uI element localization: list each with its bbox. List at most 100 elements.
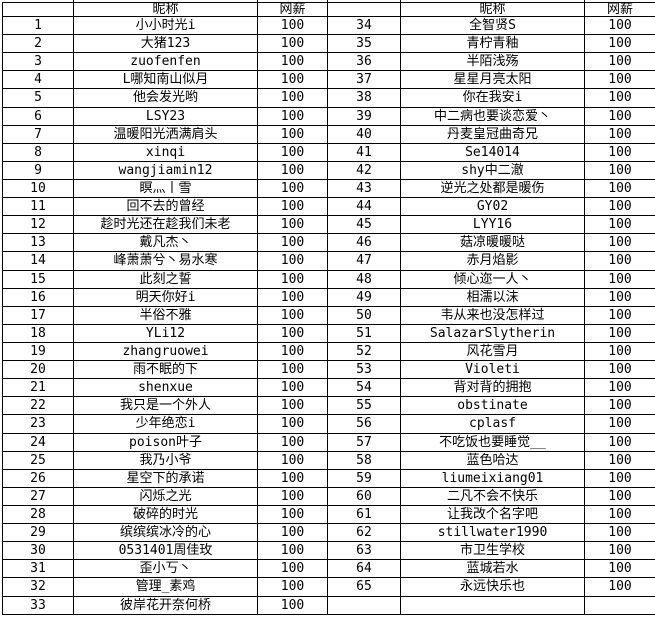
salary-cell-left[interactable]: 100	[257, 124, 328, 144]
nickname-cell-left[interactable]: 管理_素鸡	[73, 577, 258, 597]
nickname-cell-left[interactable]: YLi12	[73, 323, 258, 343]
nickname-cell-right[interactable]: 蓝色哈达	[400, 450, 585, 470]
row-number-cell-right[interactable]: 42	[327, 160, 401, 180]
salary-cell-right[interactable]: 100	[584, 541, 655, 561]
salary-cell-left[interactable]: 100	[257, 251, 328, 271]
row-number-cell-left[interactable]: 30	[2, 541, 74, 561]
nickname-cell-left[interactable]: poison叶子	[73, 432, 258, 452]
salary-cell-right[interactable]: 100	[584, 378, 655, 398]
salary-cell-right[interactable]: 100	[584, 577, 655, 597]
row-number-cell-right[interactable]: 41	[327, 142, 401, 162]
nickname-cell-left[interactable]: 大猪123	[73, 34, 258, 54]
row-number-cell-left[interactable]: 24	[2, 432, 74, 452]
nickname-cell-left[interactable]: 回不去的曾经	[73, 197, 258, 217]
row-number-cell-left[interactable]: 28	[2, 504, 74, 525]
nickname-cell-right[interactable]: 丹麦皇冠曲奇兄	[400, 124, 585, 144]
nickname-cell-right[interactable]: 星星月亮太阳	[400, 70, 585, 90]
row-number-cell-left[interactable]: 12	[2, 215, 74, 235]
row-number-cell-left[interactable]: 2	[2, 34, 74, 54]
nickname-cell-right[interactable]: LYY16	[400, 215, 585, 235]
nickname-cell-right[interactable]: 二凡不会不快乐	[400, 486, 585, 506]
nickname-cell-left[interactable]: LSY23	[73, 106, 258, 126]
row-number-cell-right[interactable]: 38	[327, 88, 401, 108]
nickname-cell-right[interactable]: stillwater1990	[400, 523, 585, 543]
salary-cell-right[interactable]: 100	[584, 251, 655, 271]
salary-cell-right[interactable]: 100	[584, 468, 655, 488]
salary-cell-left[interactable]: 100	[257, 269, 328, 289]
salary-cell-left[interactable]: 100	[257, 142, 328, 162]
row-number-cell-left[interactable]: 27	[2, 486, 74, 506]
nickname-cell-left[interactable]: shenxue	[73, 378, 258, 398]
nickname-cell-left[interactable]: 0531401周佳玫	[73, 541, 258, 561]
nickname-cell-right[interactable]	[400, 595, 585, 615]
row-number-cell-left[interactable]: 31	[2, 559, 74, 579]
salary-cell-left[interactable]: 100	[257, 233, 328, 253]
nickname-cell-right[interactable]: 你在我安i	[400, 88, 585, 108]
nickname-cell-left[interactable]: 温暖阳光洒满肩头	[73, 124, 258, 144]
salary-cell-left[interactable]: 100	[257, 341, 328, 362]
row-number-cell-right[interactable]: 56	[327, 414, 401, 434]
nickname-cell-left[interactable]: 星空下的承诺	[73, 468, 258, 488]
row-number-cell-right[interactable]: 57	[327, 432, 401, 452]
row-number-cell-right[interactable]: 49	[327, 287, 401, 307]
nickname-cell-right[interactable]: 逆光之处都是暖伤	[400, 178, 585, 199]
salary-cell-right[interactable]: 100	[584, 486, 655, 506]
salary-cell-left[interactable]: 100	[257, 305, 328, 325]
nickname-cell-right[interactable]: 半陌浅殇	[400, 52, 585, 72]
row-number-cell-right[interactable]: 65	[327, 577, 401, 597]
salary-cell-left[interactable]: 100	[257, 486, 328, 506]
salary-cell-right[interactable]: 100	[584, 215, 655, 235]
row-number-cell-right[interactable]: 44	[327, 197, 401, 217]
nickname-cell-left[interactable]: 趁时光还在趁我们未老	[73, 215, 258, 235]
row-number-cell-left[interactable]: 3	[2, 52, 74, 72]
salary-cell-right[interactable]: 100	[584, 88, 655, 108]
nickname-cell-right[interactable]: 赤月焰影	[400, 251, 585, 271]
salary-cell-left[interactable]: 100	[257, 450, 328, 470]
salary-cell-left[interactable]: 100	[257, 15, 328, 36]
nickname-cell-left[interactable]: 他会发光哟	[73, 88, 258, 108]
nickname-cell-right[interactable]: 永远快乐也	[400, 577, 585, 597]
row-number-cell-right[interactable]: 46	[327, 233, 401, 253]
nickname-cell-right[interactable]: liumeixiang01	[400, 468, 585, 488]
row-number-cell-left[interactable]: 13	[2, 233, 74, 253]
salary-cell-right[interactable]: 100	[584, 233, 655, 253]
nickname-header-left[interactable]: 昵称	[73, 2, 258, 17]
row-number-cell-left[interactable]: 1	[2, 15, 74, 36]
nickname-cell-right[interactable]: SalazarSlytherin	[400, 323, 585, 343]
salary-cell-left[interactable]: 100	[257, 70, 328, 90]
salary-cell-right[interactable]: 100	[584, 432, 655, 452]
nickname-cell-left[interactable]: xinqi	[73, 142, 258, 162]
nickname-cell-right[interactable]: 背对背的拥抱	[400, 378, 585, 398]
salary-cell-right[interactable]: 100	[584, 360, 655, 380]
nickname-cell-left[interactable]: 雨不眠的下	[73, 360, 258, 380]
nickname-cell-right[interactable]: Se14014	[400, 142, 585, 162]
row-number-cell-right[interactable]: 43	[327, 178, 401, 199]
salary-cell-left[interactable]: 100	[257, 504, 328, 525]
salary-cell-right[interactable]: 100	[584, 197, 655, 217]
nickname-cell-left[interactable]: 明天你好i	[73, 287, 258, 307]
row-number-cell-left[interactable]: 33	[2, 595, 74, 615]
salary-cell-right[interactable]: 100	[584, 450, 655, 470]
nickname-cell-left[interactable]: 半俗不雅	[73, 305, 258, 325]
nickname-cell-right[interactable]: 不吃饭也要睡觉__	[400, 432, 585, 452]
nickname-cell-right[interactable]: Violeti	[400, 360, 585, 380]
row-number-cell-right[interactable]: 36	[327, 52, 401, 72]
nickname-cell-left[interactable]: 小小时光i	[73, 15, 258, 36]
nickname-cell-left[interactable]: 歪小丂丶	[73, 559, 258, 579]
row-number-cell-left[interactable]: 6	[2, 106, 74, 126]
nickname-cell-left[interactable]: 我乃小爷	[73, 450, 258, 470]
row-number-cell-left[interactable]: 23	[2, 414, 74, 434]
nickname-cell-right[interactable]: 菇凉暖暖哒	[400, 233, 585, 253]
nickname-cell-left[interactable]: zhangruowei	[73, 341, 258, 362]
row-number-cell-right[interactable]: 34	[327, 15, 401, 36]
salary-cell-left[interactable]: 100	[257, 541, 328, 561]
salary-cell-right[interactable]: 100	[584, 341, 655, 362]
row-number-cell-right[interactable]: 53	[327, 360, 401, 380]
salary-cell-right[interactable]: 100	[584, 142, 655, 162]
salary-cell-left[interactable]: 100	[257, 523, 328, 543]
salary-cell-left[interactable]: 100	[257, 215, 328, 235]
salary-cell-left[interactable]: 100	[257, 160, 328, 180]
nickname-cell-right[interactable]: 相濡以沫	[400, 287, 585, 307]
salary-cell-right[interactable]: 100	[584, 504, 655, 525]
salary-cell-left[interactable]: 100	[257, 432, 328, 452]
